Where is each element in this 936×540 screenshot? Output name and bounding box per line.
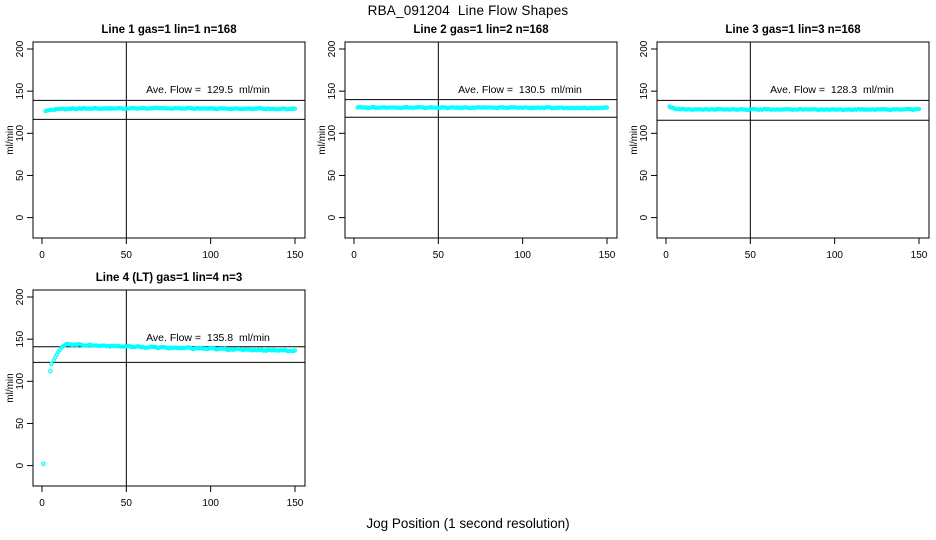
x-tick-label: 50 [121,250,133,261]
data-point [41,461,46,467]
y-tick-label: 100 [15,125,26,142]
y-tick-label: 0 [327,214,338,220]
x-tick-label: 100 [826,250,843,261]
data-point [604,105,610,110]
data-point [292,106,298,111]
panel-line-2: Line 2 gas=1 lin=2 n=168 Ave. Flow = 130… [312,0,624,270]
data-point [49,361,54,367]
y-tick-label: 150 [639,82,650,99]
ave-flow-annotation: Ave. Flow = 135.8 ml/min [146,332,270,344]
y-tick-label: 200 [639,40,650,57]
plot-box [32,41,306,239]
x-tick-label: 0 [351,250,357,261]
x-tick-label: 50 [745,250,757,261]
plot-area: 0 50 100 150 0 50 100 150 200 [327,40,618,261]
panel-line-1: Line 1 gas=1 lin=1 n=168 Ave. Flow = 129… [0,0,312,270]
plot-area: 0 50 100 150 0 50 100 150 200 [15,40,306,261]
y-tick-label: 150 [327,82,338,99]
page-title: RBA_091204 Line Flow Shapes [367,3,569,18]
y-tick-label: 150 [15,330,26,347]
y-tick-label: 50 [15,169,26,181]
y-tick-label: 200 [15,40,26,57]
x-tick-label: 50 [121,498,133,509]
plot-box [32,289,306,487]
y-tick-label: 50 [15,417,26,429]
x-tick-label: 0 [39,498,45,509]
y-tick-label: 50 [327,169,338,181]
y-tick-label: 100 [15,373,26,390]
x-tick-label: 150 [287,498,304,509]
panel-title: Line 1 gas=1 lin=1 n=168 [101,24,237,36]
x-tick-label: 50 [433,250,445,261]
panel-line-4: Line 4 (LT) gas=1 lin=4 n=3 Ave. Flow = … [0,248,312,518]
y-tick-label: 0 [639,214,650,220]
ave-flow-annotation: Ave. Flow = 130.5 ml/min [458,84,582,96]
y-tick-label: 100 [327,125,338,142]
x-tick-label: 150 [599,250,616,261]
x-axis-label: Jog Position (1 second resolution) [366,516,570,531]
y-tick-label: 200 [15,288,26,305]
data-point [48,368,53,374]
panel-line-3: Line 3 gas=1 lin=3 n=168 Ave. Flow = 128… [624,0,936,270]
plot-box [656,41,930,239]
x-tick-label: 0 [39,250,45,261]
ave-flow-annotation: Ave. Flow = 128.3 ml/min [770,84,894,96]
ave-flow-annotation: Ave. Flow = 129.5 ml/min [146,84,270,96]
x-tick-label: 100 [202,498,219,509]
x-tick-label: 0 [663,250,669,261]
x-tick-label: 100 [202,250,219,261]
data-point [51,358,56,363]
y-tick-label: 0 [15,214,26,220]
x-tick-label: 150 [911,250,928,261]
y-tick-label: 50 [639,169,650,181]
y-tick-label: 0 [15,462,26,468]
plot-box [344,41,618,239]
panel-title: Line 3 gas=1 lin=3 n=168 [725,24,861,36]
data-point [292,348,298,353]
y-tick-label: 200 [327,40,338,57]
panel-title: Line 2 gas=1 lin=2 n=168 [413,24,549,36]
plot-area: 0 50 100 150 0 50 100 150 200 [639,40,930,261]
plot-area: 0 50 100 150 0 50 100 150 200 [15,288,306,509]
y-tick-label: 100 [639,125,650,142]
data-point [916,106,922,112]
x-tick-label: 100 [514,250,531,261]
y-tick-label: 150 [15,82,26,99]
panel-title: Line 4 (LT) gas=1 lin=4 n=3 [95,272,243,284]
x-tick-label: 150 [287,250,304,261]
